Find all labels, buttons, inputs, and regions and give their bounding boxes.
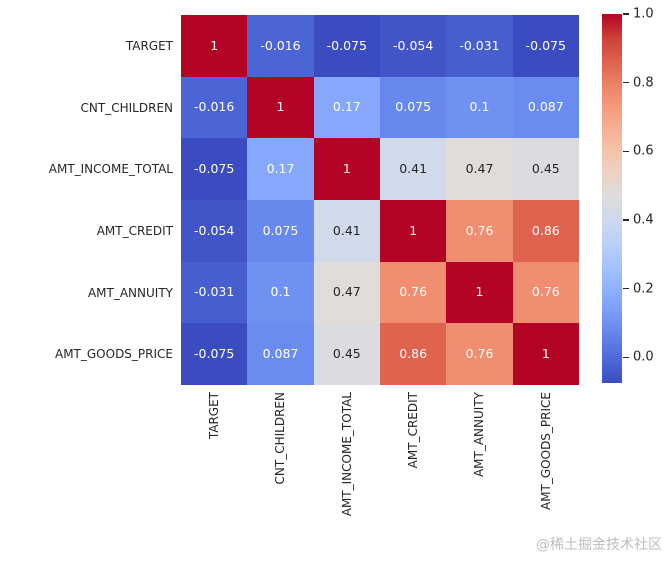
heatmap-cell-3-0: -0.054: [181, 200, 248, 262]
heatmap-cell-0-1: -0.016: [247, 15, 314, 77]
y-tick-label-amt-credit: AMT_CREDIT: [96, 223, 173, 238]
heatmap-cell-3-5: 0.86: [512, 200, 579, 262]
heatmap-cell-1-2: 0.17: [313, 76, 380, 139]
heatmap-cell-1-5: 0.087: [512, 76, 579, 139]
colorbar-tick-mark: [623, 356, 629, 358]
watermark: @稀土掘金技术社区: [536, 537, 662, 553]
heatmap-cell-1-4: 0.1: [446, 76, 513, 139]
colorbar-tick-label: 0.8: [633, 75, 654, 91]
heatmap-cell-5-1: 0.087: [247, 323, 314, 385]
heatmap-cell-3-3: 1: [380, 200, 447, 262]
heatmap-cell-1-0: -0.016: [181, 76, 248, 139]
colorbar-tick-label: 1.0: [633, 6, 654, 22]
y-axis-labels: TARGET CNT_CHILDREN AMT_INCOME_TOTAL AMT…: [0, 15, 173, 385]
colorbar-tick-label: 0.4: [633, 212, 654, 228]
heatmap-cell-3-4: 0.76: [446, 200, 513, 262]
heatmap-cell-5-4: 0.76: [446, 323, 513, 385]
heatmap-cell-4-0: -0.031: [181, 261, 248, 324]
heatmap-cell-2-3: 0.41: [380, 138, 447, 200]
heatmap-cell-0-0: 1: [181, 15, 248, 77]
heatmap-cell-0-4: -0.031: [446, 15, 513, 77]
heatmap-cell-5-0: -0.075: [181, 323, 248, 385]
heatmap-cell-2-4: 0.47: [446, 138, 513, 200]
x-tick-label-amt-credit: AMT_CREDIT: [406, 392, 421, 469]
heatmap-cell-0-2: -0.075: [313, 15, 380, 77]
x-tick-label-amt-income-total: AMT_INCOME_TOTAL: [339, 392, 354, 517]
heatmap-cell-1-1: 1: [247, 76, 314, 139]
x-tick-label-cnt-children: CNT_CHILDREN: [273, 392, 288, 485]
colorbar-tick-mark: [623, 287, 629, 290]
heatmap-cell-5-5: 1: [512, 323, 579, 385]
colorbar-tick-label: 0.2: [633, 281, 654, 297]
heatmap-cell-5-3: 0.86: [380, 323, 447, 385]
colorbar-tick-mark: [623, 81, 629, 84]
colorbar: [602, 14, 622, 383]
heatmap-cell-0-5: -0.075: [512, 15, 579, 77]
y-tick-label-amt-income-total: AMT_INCOME_TOTAL: [48, 162, 173, 177]
y-tick-label-target: TARGET: [125, 38, 173, 53]
heatmap-cell-4-4: 1: [446, 261, 513, 324]
heatmap-cell-4-1: 0.1: [247, 261, 314, 324]
colorbar-tick-mark: [623, 219, 629, 221]
colorbar-tick-label: 0.0: [633, 349, 654, 365]
x-axis-labels: TARGET CNT_CHILDREN AMT_INCOME_TOTAL AMT…: [181, 392, 579, 542]
x-tick-label-target: TARGET: [207, 392, 222, 440]
heatmap-cell-2-0: -0.075: [181, 138, 248, 200]
heatmap-cell-1-3: 0.075: [380, 76, 447, 139]
heatmap-cell-2-1: 0.17: [247, 138, 314, 200]
heatmap-cell-2-2: 1: [313, 138, 380, 200]
heatmap-grid: 1 -0.016 -0.075 -0.054 -0.031 -0.075 -0.016 1 0.…: [181, 15, 579, 385]
heatmap-cell-0-3: -0.054: [380, 15, 447, 77]
heatmap-cell-4-2: 0.47: [313, 261, 380, 324]
heatmap-cell-5-2: 0.45: [313, 323, 380, 385]
heatmap-cell-4-3: 0.76: [380, 261, 447, 324]
colorbar-tick-label: 0.6: [633, 143, 654, 159]
heatmap-cell-2-5: 0.45: [512, 138, 579, 200]
y-tick-label-cnt-children: CNT_CHILDREN: [80, 100, 173, 115]
x-tick-label-amt-annuity: AMT_ANNUITY: [472, 392, 487, 478]
colorbar-tick-mark: [623, 13, 629, 15]
heatmap-cell-3-1: 0.075: [247, 200, 314, 262]
y-tick-label-amt-annuity: AMT_ANNUITY: [87, 285, 173, 300]
heatmap-cell-4-5: 0.76: [512, 261, 579, 324]
y-tick-label-amt-goods-price: AMT_GOODS_PRICE: [54, 347, 173, 362]
x-tick-label-amt-goods-price: AMT_GOODS_PRICE: [538, 392, 553, 511]
colorbar-tick-mark: [623, 150, 629, 153]
heatmap-cell-3-2: 0.41: [313, 200, 380, 262]
